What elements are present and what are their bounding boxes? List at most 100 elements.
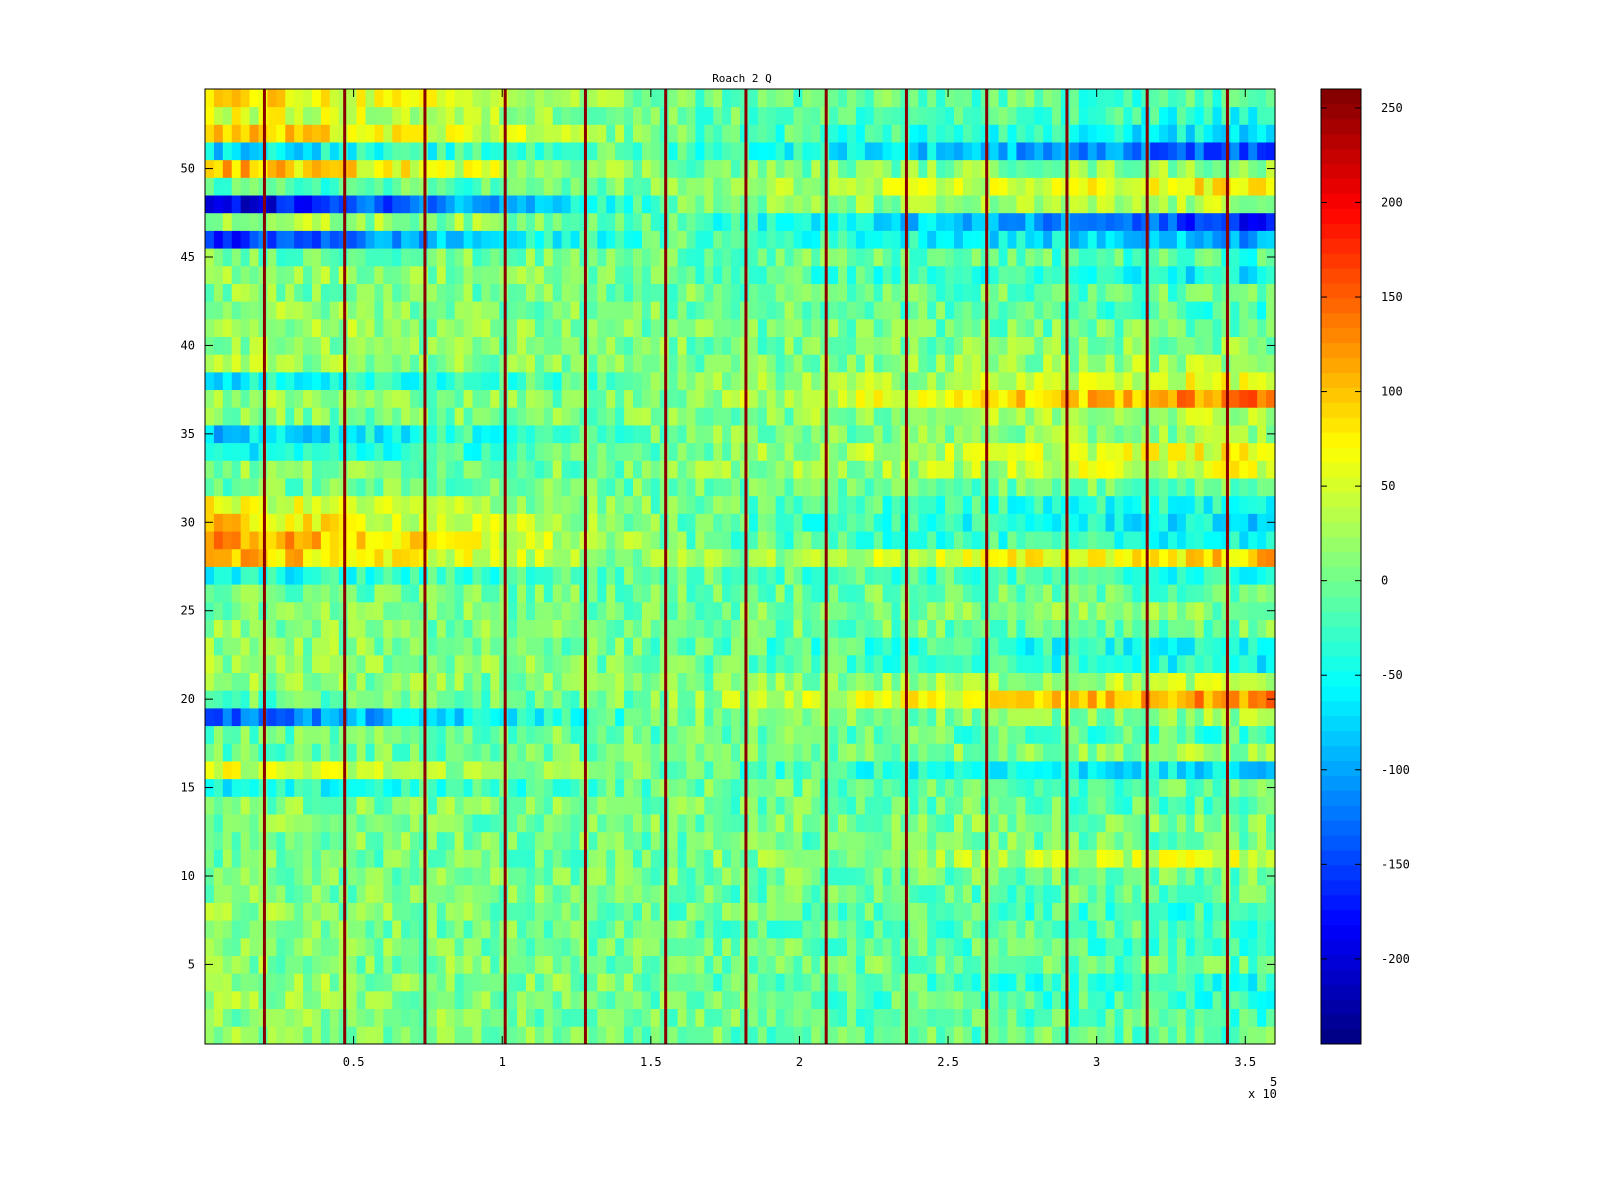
heatmap-cell (1016, 318, 1026, 337)
heatmap-cell (312, 566, 322, 585)
heatmap-cell (1159, 690, 1169, 709)
heatmap-cell (445, 1008, 456, 1027)
heatmap-cell (303, 672, 313, 691)
heatmap-cell (1025, 601, 1035, 620)
heatmap-cell (606, 973, 616, 992)
heatmap-cell (864, 1026, 875, 1045)
heatmap-cell (285, 814, 295, 833)
heatmap-cell (1185, 831, 1196, 850)
heatmap-cell (392, 796, 402, 815)
heatmap-cell (276, 371, 286, 391)
heatmap-cell (1248, 973, 1258, 992)
heatmap-cell (1114, 513, 1125, 532)
heatmap-cell (1257, 831, 1267, 850)
heatmap-cell (686, 601, 697, 620)
heatmap-cell (998, 548, 1009, 567)
heatmap-cell (855, 407, 866, 426)
heatmap-cell (454, 867, 465, 886)
heatmap-cell (686, 937, 697, 956)
heatmap-cell (989, 743, 1000, 762)
heatmap-cell (588, 849, 598, 868)
heatmap-cell (989, 601, 1000, 620)
heatmap-cell (517, 601, 527, 620)
heatmap-cell (517, 867, 527, 886)
heatmap-cell (802, 336, 812, 355)
heatmap-cell (1007, 920, 1018, 939)
heatmap-cell (1025, 814, 1035, 833)
heatmap-cell (1096, 725, 1107, 744)
heatmap-cell (1168, 371, 1178, 391)
heatmap-cell (312, 761, 322, 780)
heatmap-cell (775, 584, 786, 603)
heatmap-cell (1203, 371, 1214, 391)
heatmap-cell (1150, 354, 1160, 373)
heatmap-cell (882, 955, 893, 974)
heatmap-cell (1150, 619, 1160, 638)
heatmap-cell (847, 937, 857, 956)
heatmap-cell (356, 937, 367, 956)
heatmap-cell (401, 761, 411, 780)
heatmap-cell (829, 778, 839, 797)
heatmap-cell (588, 707, 598, 727)
heatmap-cell (534, 884, 545, 903)
heatmap-cell (811, 743, 821, 762)
heatmap-cell (615, 548, 625, 567)
heatmap-cell (463, 371, 474, 391)
heatmap-cell (1176, 937, 1187, 956)
heatmap-cell (1132, 743, 1142, 762)
heatmap-cell (1176, 460, 1187, 479)
heatmap-cell (1069, 690, 1080, 709)
heatmap-cell (249, 619, 260, 638)
heatmap-cell (811, 884, 821, 903)
heatmap-cell (882, 725, 893, 744)
heatmap-cell (766, 584, 777, 603)
heatmap-cell (784, 690, 795, 709)
heatmap-cell (793, 513, 804, 532)
heatmap-cell (882, 796, 893, 815)
heatmap-cell (517, 814, 527, 833)
heatmap-cell (588, 478, 598, 497)
heatmap-cell (633, 478, 643, 497)
heatmap-cell (882, 973, 893, 992)
heatmap-cell (1087, 973, 1098, 992)
heatmap-cell (365, 867, 376, 886)
heatmap-cell (775, 301, 786, 320)
heatmap-cell (365, 654, 376, 674)
heatmap-cell (686, 1008, 697, 1027)
heatmap-cell (962, 867, 973, 886)
heatmap-cell (1176, 548, 1187, 567)
heatmap-cell (1159, 442, 1169, 461)
heatmap-cell (276, 301, 286, 320)
heatmap-cell (704, 442, 714, 461)
heatmap-cell (855, 336, 866, 355)
heatmap-cell (481, 920, 491, 939)
heatmap-cell (401, 425, 411, 444)
heatmap-cell (1025, 902, 1035, 921)
heatmap-cell (668, 937, 679, 956)
heatmap-cell (294, 425, 304, 444)
heatmap-cell (1194, 425, 1205, 444)
heatmap-cell (597, 354, 607, 373)
heatmap-cell (1150, 973, 1160, 992)
heatmap-cell (927, 1008, 937, 1027)
heatmap-cell (320, 990, 331, 1010)
heatmap-cell (1123, 425, 1133, 444)
heatmap-cell (365, 937, 376, 956)
heatmap-cell (463, 796, 474, 815)
heatmap-cell (597, 902, 607, 921)
heatmap-cell (945, 513, 955, 532)
heatmap-cell (490, 389, 500, 408)
heatmap-cell (552, 1008, 563, 1027)
heatmap-cell (847, 637, 857, 656)
heatmap-cell (454, 460, 465, 479)
heatmap-cell (481, 389, 491, 408)
heatmap-cell (757, 725, 768, 744)
heatmap-cell (775, 725, 786, 744)
heatmap-cell (775, 990, 786, 1010)
heatmap-cell (1257, 1026, 1267, 1045)
heatmap-cell (1212, 619, 1223, 638)
heatmap-cell (704, 654, 714, 674)
heatmap-cell (285, 548, 295, 567)
heatmap-cell (1185, 849, 1196, 868)
heatmap-cell (829, 637, 839, 656)
